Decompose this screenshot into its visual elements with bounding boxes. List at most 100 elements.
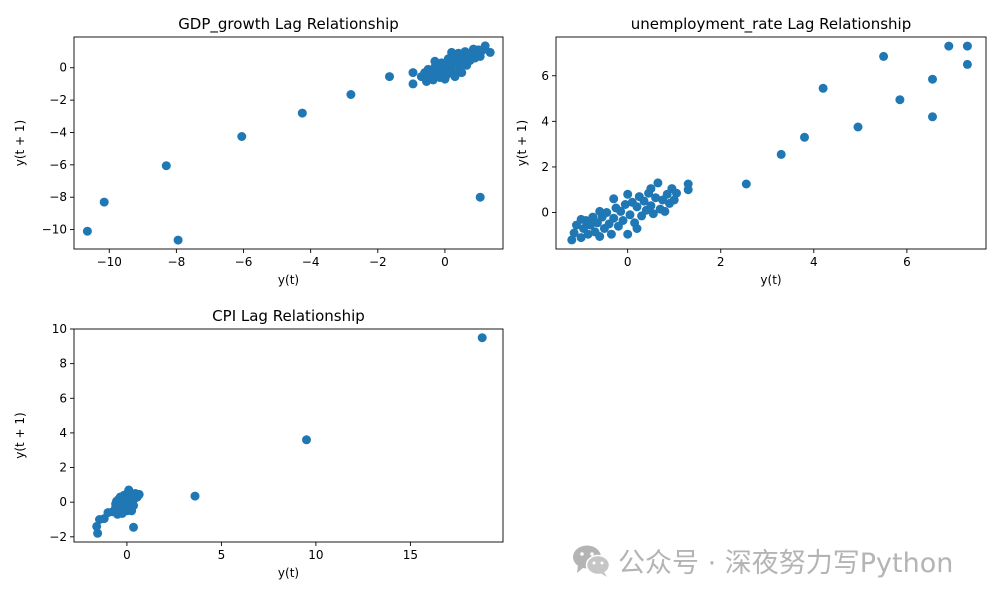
scatter-point: [457, 68, 467, 78]
scatter-point: [962, 59, 972, 69]
scatter-point: [346, 90, 356, 99]
scatter-point: [576, 233, 586, 243]
scatter-point: [585, 220, 595, 230]
scatter-point: [609, 213, 619, 223]
x-tick-label: 0: [441, 255, 449, 269]
y-tick-label: −2: [49, 93, 67, 107]
y-axis-label: y(t + 1): [13, 412, 27, 459]
x-tick-label: 4: [810, 255, 818, 269]
scatter-point: [662, 189, 672, 199]
y-tick-label: 0: [59, 495, 67, 509]
scatter-point: [818, 83, 828, 93]
scatter-point: [618, 216, 628, 225]
scatter-point: [623, 229, 633, 239]
scatter-point: [440, 74, 450, 84]
scatter-point: [651, 193, 661, 203]
y-tick-label: 8: [59, 357, 67, 371]
x-tick-label: −8: [168, 255, 186, 269]
y-tick-label: −2: [49, 530, 67, 544]
scatter-point: [741, 179, 751, 189]
scatter-point: [653, 178, 663, 188]
scatter-point: [302, 435, 311, 445]
scatter-point: [190, 491, 200, 501]
scatter-point: [602, 208, 612, 217]
subplot-2: 0 2 4 6 0 2 4 6 unemployment_rate Lag Relationsh…: [515, 15, 987, 287]
scatter-point: [776, 149, 786, 159]
scatter-point: [853, 122, 863, 132]
y-tick-label: 4: [541, 114, 549, 128]
y-tick-label: 0: [541, 206, 549, 220]
scatter-point: [616, 206, 626, 216]
x-tick-label: 6: [903, 255, 911, 269]
y-tick-label: 6: [541, 69, 549, 83]
scatter-point: [660, 206, 670, 216]
scatter-point: [623, 189, 633, 199]
x-tick-label: 5: [218, 548, 226, 562]
x-tick-label: 2: [717, 255, 725, 269]
scatter-points: [567, 41, 972, 245]
y-tick-label: −6: [49, 158, 67, 172]
scatter-point: [595, 206, 605, 216]
y-tick-label: 10: [52, 322, 67, 336]
scatter-point: [962, 41, 972, 51]
x-axis-label: y(t): [278, 566, 299, 580]
scatter-point: [385, 72, 394, 82]
scatter-point: [477, 333, 487, 343]
scatter-point: [82, 226, 92, 236]
scatter-point: [928, 74, 937, 84]
scatter-point: [450, 72, 460, 82]
axes-frame: [73, 328, 504, 543]
x-tick-label: −10: [97, 255, 122, 269]
scatter-point: [632, 202, 642, 212]
scatter-point: [118, 507, 128, 517]
scatter-point: [92, 521, 102, 531]
scatter-point: [648, 209, 658, 219]
scatter-point: [161, 161, 171, 171]
scatter-point: [583, 229, 593, 239]
scatter-point: [408, 79, 418, 89]
x-tick-label: 0: [624, 255, 632, 269]
scatter-point: [124, 485, 134, 495]
scatter-point: [115, 497, 125, 507]
x-tick-label: 0: [123, 548, 131, 562]
watermark: 公众号 · 深夜努力写Python: [572, 540, 953, 580]
scatter-point: [639, 196, 649, 206]
scatter-point: [669, 195, 679, 205]
y-tick-label: 6: [59, 391, 67, 405]
scatter-point: [173, 235, 183, 245]
x-tick-label: −6: [235, 255, 253, 269]
x-axis-label: y(t): [278, 273, 299, 287]
scatter-point: [237, 132, 247, 141]
scatter-point: [576, 214, 586, 224]
scatter-point: [944, 41, 954, 51]
x-axis-label: y(t): [760, 273, 781, 287]
scatter-point: [435, 59, 445, 69]
scatter-point: [800, 132, 809, 142]
y-axis-label: y(t + 1): [13, 120, 27, 167]
scatter-point: [646, 201, 656, 211]
scatter-point: [475, 192, 485, 202]
scatter-points: [82, 41, 495, 245]
y-tick-label: 0: [59, 61, 67, 75]
scatter-point: [134, 489, 144, 499]
subplot-1: −10 −8 −6 −4 −2 0 −10 −8 −6 −4 −2 0 GDP_growth Lag R…: [13, 15, 504, 287]
scatter-point: [625, 210, 635, 220]
scatter-point: [683, 185, 693, 195]
scatter-point: [297, 108, 307, 118]
y-tick-label: 2: [59, 461, 67, 475]
scatter-point: [447, 47, 457, 57]
scatter-point: [895, 95, 905, 105]
x-tick-label: −4: [302, 255, 320, 269]
scatter-point: [408, 68, 418, 78]
scatter-point: [129, 522, 138, 532]
y-tick-label: −10: [42, 223, 67, 237]
scatter-point: [595, 232, 605, 241]
y-axis-label: y(t + 1): [515, 120, 529, 167]
x-tick-label: −2: [369, 255, 387, 269]
scatter-point: [485, 47, 495, 57]
chart-title: CPI Lag Relationship: [212, 307, 365, 325]
scatter-point: [632, 224, 642, 233]
chart-title: GDP_growth Lag Relationship: [178, 15, 399, 34]
x-tick-label: 15: [403, 548, 418, 562]
